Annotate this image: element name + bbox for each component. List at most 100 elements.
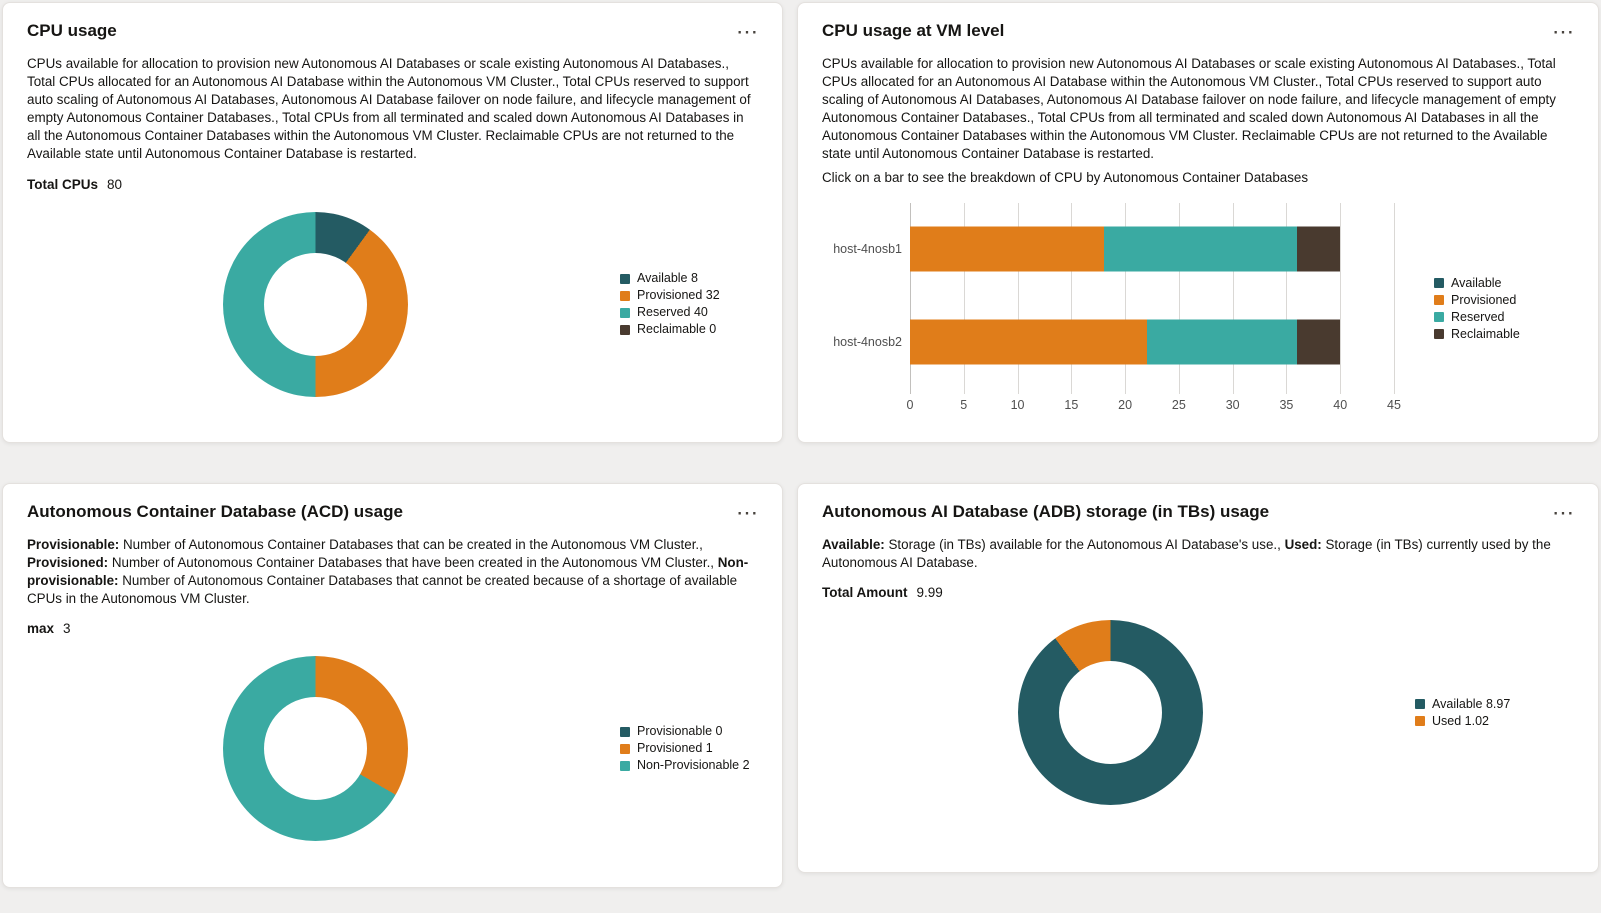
overflow-menu-button[interactable]: ⋯ xyxy=(732,500,762,526)
adb-storage-donut-chart[interactable] xyxy=(1018,620,1203,806)
bar-segment-reclaimable[interactable] xyxy=(1297,319,1341,365)
bar-segment-reserved[interactable] xyxy=(1146,319,1298,365)
legend-label: Provisioned 1 xyxy=(637,741,713,756)
adb-storage-chart-area: Available 8.97 Used 1.02 xyxy=(822,620,1574,806)
gridline xyxy=(1125,202,1127,394)
card-title-cpu-usage: CPU usage xyxy=(27,21,117,40)
legend-label: Reclaimable 0 xyxy=(637,322,717,337)
stat-value: 3 xyxy=(63,621,71,637)
category-label: host-4nosb2 xyxy=(833,335,902,350)
legend-swatch xyxy=(620,760,630,771)
legend-label: Non-Provisionable 2 xyxy=(637,758,750,773)
gridline xyxy=(1071,202,1073,394)
vm-cpu-legend: Available Provisioned Reserved Reclaimable xyxy=(1434,274,1520,344)
bar-segment-provisioned[interactable] xyxy=(910,226,1104,272)
legend-swatch xyxy=(1434,295,1444,306)
overflow-menu-icon: ⋯ xyxy=(1552,500,1574,525)
stat-label: max xyxy=(27,621,55,637)
acd-usage-card: Autonomous Container Database (ACD) usag… xyxy=(2,483,783,888)
gridline xyxy=(1178,202,1180,394)
overflow-menu-icon: ⋯ xyxy=(1552,19,1574,44)
stat-label: Total Amount xyxy=(822,585,908,601)
cpu-usage-legend: Available 8 Provisioned 32 Reserved 40 Recl… xyxy=(620,269,720,339)
gridline xyxy=(963,202,965,394)
donut-wrapper xyxy=(223,656,408,842)
total-cpus-stat: Total CPUs 80 xyxy=(27,177,758,192)
legend-swatch xyxy=(1415,699,1425,710)
x-tick-label: 30 xyxy=(1225,397,1240,412)
card-description: CPUs available for allocation to provisi… xyxy=(822,56,1556,162)
legend-swatch xyxy=(620,726,630,737)
stat-label: Total CPUs xyxy=(27,176,99,192)
x-tick-label: 35 xyxy=(1279,397,1294,412)
stat-value: 80 xyxy=(107,176,123,192)
overflow-menu-icon: ⋯ xyxy=(736,500,758,525)
gridline xyxy=(1286,202,1288,394)
acd-usage-donut-chart[interactable] xyxy=(223,656,408,842)
legend-label: Available xyxy=(1451,275,1502,290)
legend-item: Non-Provisionable 2 xyxy=(620,758,750,773)
legend-item: Reclaimable xyxy=(1434,327,1520,342)
legend-item: Provisioned 1 xyxy=(620,741,750,756)
x-tick-label: 5 xyxy=(960,397,968,412)
overflow-menu-button[interactable]: ⋯ xyxy=(1548,500,1578,526)
legend-swatch xyxy=(1434,329,1444,340)
overflow-menu-button[interactable]: ⋯ xyxy=(732,19,762,45)
legend-swatch xyxy=(620,290,630,301)
gridline xyxy=(1340,202,1342,394)
gridline xyxy=(1232,202,1234,394)
legend-label: Available 8 xyxy=(637,271,698,286)
overflow-menu-icon: ⋯ xyxy=(736,19,758,44)
category-label: host-4nosb1 xyxy=(833,242,902,257)
legend-item: Reclaimable 0 xyxy=(620,322,720,337)
legend-label: Reserved 40 xyxy=(637,305,708,320)
x-tick-label: 10 xyxy=(1010,397,1025,412)
total-amount-stat: Total Amount 9.99 xyxy=(822,585,1574,600)
gridline xyxy=(910,202,911,394)
x-tick-label: 25 xyxy=(1171,397,1186,412)
stat-value: 9.99 xyxy=(916,585,943,601)
legend-swatch xyxy=(1434,278,1444,289)
legend-item: Available xyxy=(1434,276,1520,291)
bar-host-4nosb2[interactable] xyxy=(910,319,1394,365)
card-title-adb-storage: Autonomous AI Database (ADB) storage (in… xyxy=(822,502,1270,521)
bar-click-hint: Click on a bar to see the breakdown of C… xyxy=(822,169,1309,185)
x-tick-label: 20 xyxy=(1118,397,1133,412)
bar-segment-provisioned[interactable] xyxy=(910,319,1147,365)
legend-swatch xyxy=(1415,716,1425,727)
acd-usage-chart-area: Provisionable 0 Provisioned 1 Non-Provisio… xyxy=(27,656,758,842)
card-description: Available: Storage (in TBs) available fo… xyxy=(822,537,1551,571)
cpu-usage-vm-card: CPU usage at VM level ⋯ CPUs available f… xyxy=(797,2,1599,443)
legend-item: Reserved 40 xyxy=(620,305,720,320)
adb-storage-legend: Available 8.97 Used 1.02 xyxy=(1415,695,1510,731)
legend-item: Used 1.02 xyxy=(1415,714,1510,729)
legend-swatch xyxy=(620,324,630,335)
bar-plot-area: host-4nosb1 host-4nosb2 0 5 10 15 20 25 30 35 40 45 xyxy=(833,202,1401,412)
bar-host-4nosb1[interactable] xyxy=(910,226,1394,272)
vm-cpu-chart-area: host-4nosb1 host-4nosb2 0 5 10 15 20 25 30 35 40 45… xyxy=(822,202,1574,415)
bar-segment-reserved[interactable] xyxy=(1103,226,1298,272)
legend-item: Available 8.97 xyxy=(1415,697,1510,712)
acd-usage-legend: Provisionable 0 Provisioned 1 Non-Provisio… xyxy=(620,722,750,775)
legend-label: Provisionable 0 xyxy=(637,724,723,739)
legend-label: Available 8.97 xyxy=(1432,696,1511,711)
cpu-usage-donut-chart[interactable] xyxy=(223,211,408,397)
bar-segment-reclaimable[interactable] xyxy=(1297,226,1341,272)
legend-swatch xyxy=(1434,312,1444,323)
legend-swatch xyxy=(620,743,630,754)
adb-storage-card: Autonomous AI Database (ADB) storage (in… xyxy=(797,483,1599,873)
donut-wrapper xyxy=(223,211,408,397)
x-tick-label: 0 xyxy=(906,397,914,412)
overflow-menu-button[interactable]: ⋯ xyxy=(1548,19,1578,45)
max-acd-stat: max 3 xyxy=(27,621,758,636)
gridline xyxy=(1394,202,1395,394)
legend-swatch xyxy=(620,307,630,318)
legend-swatch xyxy=(620,273,630,284)
card-description: CPUs available for allocation to provisi… xyxy=(27,56,751,162)
card-title-acd-usage: Autonomous Container Database (ACD) usag… xyxy=(27,502,403,521)
legend-item: Provisioned xyxy=(1434,293,1520,308)
legend-label: Reserved xyxy=(1451,309,1505,324)
legend-label: Reclaimable xyxy=(1451,326,1520,341)
legend-label: Used 1.02 xyxy=(1432,713,1489,728)
